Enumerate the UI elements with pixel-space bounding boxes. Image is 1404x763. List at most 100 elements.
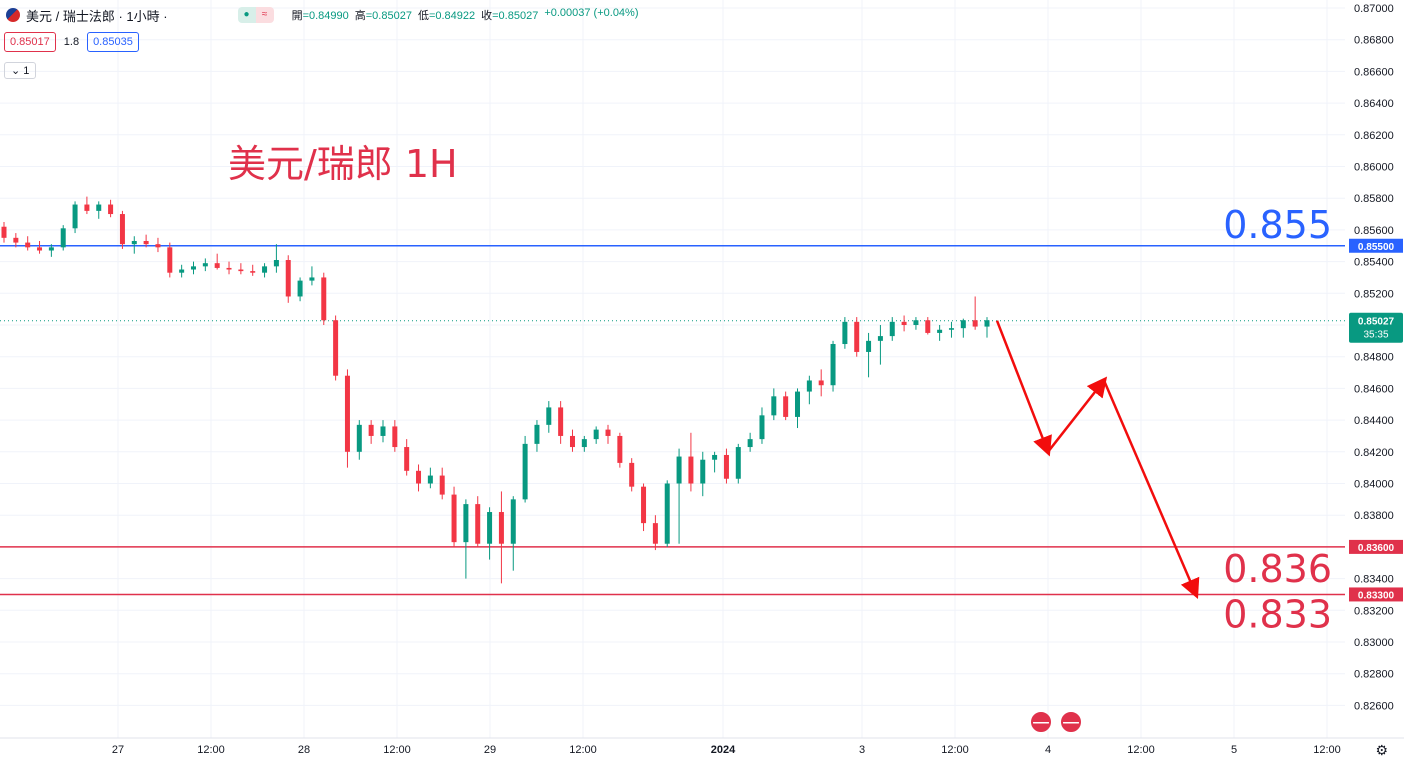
candle-body <box>48 247 54 251</box>
candle-body <box>392 426 398 448</box>
candle-body <box>688 456 694 484</box>
candle-body <box>451 494 457 543</box>
candle-body <box>795 391 801 417</box>
candle-body <box>901 321 907 325</box>
level-price-tag <box>1349 587 1403 602</box>
market-open-dot-icon: ● <box>237 7 256 23</box>
countdown-label: 35:35 <box>1363 330 1388 341</box>
candle-body <box>108 204 114 215</box>
y-tick-label: 0.83200 <box>1354 605 1394 617</box>
ask-price-button[interactable]: 0.85035 <box>87 32 139 52</box>
candle-body <box>854 321 860 352</box>
candle-body <box>167 247 173 273</box>
candle-body <box>84 204 90 211</box>
y-tick-label: 0.84600 <box>1354 383 1394 395</box>
candle-body <box>652 523 658 544</box>
y-tick-label: 0.86800 <box>1354 35 1394 47</box>
candle-body <box>605 429 611 436</box>
indicator-toggle-button[interactable]: ⌄ 1 <box>4 62 37 79</box>
y-tick-label: 0.84000 <box>1354 479 1394 491</box>
close-label: 收 <box>481 10 493 22</box>
y-tick-label: 0.83800 <box>1354 510 1394 522</box>
x-tick-label: 12:00 <box>569 744 597 756</box>
candle-body <box>487 512 493 544</box>
projection-arrow <box>1102 379 1200 600</box>
candle-body <box>119 214 125 245</box>
candle-body <box>498 512 504 544</box>
open-label: 開 <box>291 10 303 22</box>
candle-body <box>593 429 599 440</box>
candle-body <box>404 447 410 471</box>
candle-body <box>735 447 741 479</box>
usd-chf-flag-icon <box>6 8 20 22</box>
y-tick-label: 0.83000 <box>1354 637 1394 649</box>
candle-body <box>25 242 31 248</box>
us-event-flag-icon[interactable] <box>1031 712 1051 732</box>
y-tick-label: 0.85200 <box>1354 288 1394 300</box>
indicator-count: 1 <box>23 65 30 77</box>
projection-arrow <box>1047 376 1108 453</box>
candle-body <box>641 486 647 524</box>
candle-body <box>830 344 836 386</box>
quote-row: 0.85017 1.8 0.85035 <box>4 32 139 52</box>
candle-body <box>913 320 919 325</box>
candle-body <box>877 336 883 341</box>
x-tick-label: 28 <box>298 744 310 756</box>
symbol-title[interactable]: 美元 / 瑞士法郎 · 1小時 · <box>26 8 168 24</box>
y-tick-label: 0.82800 <box>1354 669 1394 681</box>
gear-icon[interactable]: ⚙ <box>1375 742 1388 758</box>
y-tick-label: 0.84400 <box>1354 415 1394 427</box>
x-tick-label: 12:00 <box>197 744 225 756</box>
x-tick-label: 4 <box>1045 744 1051 756</box>
level-annotation: 0.855 <box>1223 203 1332 247</box>
x-tick-label: 12:00 <box>941 744 969 756</box>
status-pill[interactable]: ● ≈ <box>237 7 274 23</box>
candle-body <box>783 396 789 417</box>
candle-body <box>759 415 765 440</box>
current-price-label: 0.85027 <box>1358 317 1395 328</box>
y-tick-label: 0.84200 <box>1354 447 1394 459</box>
candle-body <box>333 320 339 376</box>
candle-body <box>179 269 185 273</box>
level-price-label: 0.83600 <box>1358 543 1395 554</box>
level-price-label: 0.83300 <box>1358 590 1395 601</box>
y-tick-label: 0.83400 <box>1354 574 1394 586</box>
candle-body <box>60 228 66 248</box>
x-tick-label: 3 <box>859 744 865 756</box>
x-tick-label: 27 <box>112 744 124 756</box>
candle-body <box>190 266 196 270</box>
candle-body <box>427 475 433 484</box>
candle-body <box>368 424 374 436</box>
close-value: =0.85027 <box>492 10 539 22</box>
candle-body <box>131 240 137 245</box>
high-label: 高 <box>354 10 366 22</box>
candle-body <box>866 340 872 352</box>
high-value: =0.85027 <box>365 10 412 22</box>
candle-body <box>143 240 149 245</box>
candle-body <box>1 226 7 238</box>
y-tick-label: 0.85600 <box>1354 225 1394 237</box>
candle-body <box>960 320 966 329</box>
change-value: +0.00037 (+0.04%) <box>544 7 639 19</box>
us-event-flag-icon[interactable] <box>1061 712 1081 732</box>
bid-price-button[interactable]: 0.85017 <box>4 32 56 52</box>
ohlc-readout: 開=0.84990 高=0.85027 低=0.84922 收=0.85027 … <box>292 7 639 23</box>
x-tick-label: 12:00 <box>383 744 411 756</box>
y-tick-label: 0.86600 <box>1354 66 1394 78</box>
y-tick-label: 0.85800 <box>1354 193 1394 205</box>
low-label: 低 <box>417 10 429 22</box>
candle-body <box>344 375 350 452</box>
projection-arrow <box>995 320 1052 457</box>
candle-body <box>984 320 990 327</box>
candle-body <box>617 435 623 463</box>
candle-body <box>522 443 528 500</box>
y-tick-label: 0.82600 <box>1354 700 1394 712</box>
candle-body <box>937 329 943 333</box>
level-price-label: 0.85500 <box>1358 242 1395 253</box>
candle-body <box>889 321 895 337</box>
candle-body <box>664 483 670 544</box>
candle-body <box>250 271 256 273</box>
candle-body <box>842 321 848 345</box>
x-tick-label: 12:00 <box>1313 744 1341 756</box>
